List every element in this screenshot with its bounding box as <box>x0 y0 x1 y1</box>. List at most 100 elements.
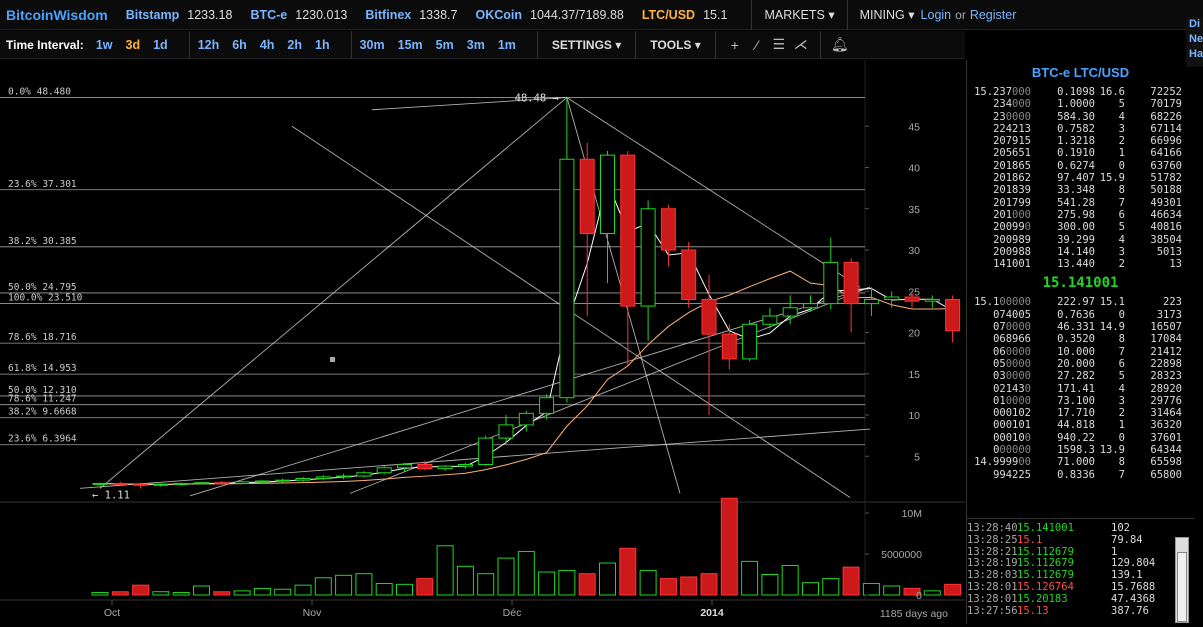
bid-sum: 6 <box>1118 357 1125 370</box>
y-tick-label: 5 <box>914 451 920 463</box>
bell-icon[interactable]: 🔔︎ <box>830 36 849 52</box>
ask-row: 201000 275.98 6 46634 <box>967 209 1194 221</box>
interval-12h[interactable]: 12h <box>197 37 220 52</box>
top-bar: BitcoinWisdom Bitstamp 1233.18 BTC-e 123… <box>0 0 1203 30</box>
interval-5m[interactable]: 5m <box>435 37 454 52</box>
interval-1w[interactable]: 1w <box>95 37 113 52</box>
interval-3m[interactable]: 3m <box>466 37 485 52</box>
days-ago-label: 1185 days ago <box>880 608 948 620</box>
volume-bar <box>314 577 332 596</box>
fib-label: 23.6% 37.301 <box>8 179 77 190</box>
trade-row: 13:28:01 15.20183 47.4368 <box>967 593 1195 606</box>
bid-sum: 8 <box>1118 456 1125 469</box>
ask-price: 201000 <box>993 208 1031 221</box>
candle-body <box>295 478 311 481</box>
trade-row: 13:27:56 15.13 387.76 <box>967 605 1195 618</box>
trade-amount: 139.1 <box>1111 569 1143 582</box>
trade-time: 13:28:19 <box>967 557 1018 570</box>
ask-sum: 5 <box>1118 98 1125 111</box>
candle-body <box>803 303 818 309</box>
interval-1h[interactable]: 1h <box>315 37 330 52</box>
trade-price: 15.112679 <box>1017 569 1074 582</box>
divider <box>188 30 190 59</box>
scrollbar-thumb[interactable] <box>1177 552 1187 622</box>
ask-row: 200990 300.00 5 40816 <box>967 221 1194 233</box>
ticker-ltcusd-name[interactable]: LTC/USD <box>641 7 696 22</box>
interval-1d[interactable]: 1d <box>153 37 168 52</box>
ask-amount: 541.28 <box>1057 196 1095 209</box>
divider <box>751 0 753 30</box>
candle-body <box>681 249 697 300</box>
bid-row: 000100 940.22 0 37601 <box>967 432 1194 444</box>
y-tick-label: 25 <box>908 286 920 298</box>
ask-row: 207915 1.3218 2 66996 <box>967 135 1194 147</box>
hlines-tool-icon[interactable]: ☰ <box>772 36 786 52</box>
interval-1m[interactable]: 1m <box>497 37 516 52</box>
fib-label: 78.6% 11.247 <box>8 394 77 405</box>
fan-tool-icon[interactable]: ⋌ <box>793 36 808 52</box>
ask-sum: 8 <box>1118 184 1125 197</box>
register-link[interactable]: Register <box>969 7 1017 22</box>
ask-total: 70179 <box>1150 98 1182 111</box>
bid-sum: 15.1 <box>1099 296 1125 309</box>
candle-body <box>336 475 352 478</box>
bid-row: 15.100000 222.97 15.1 223 <box>967 296 1194 308</box>
divider <box>846 0 848 30</box>
interval-30m[interactable]: 30m <box>359 37 385 52</box>
ticker-bitfinex-name[interactable]: Bitfinex <box>365 7 412 22</box>
ticker-bitstamp-name[interactable]: Bitstamp <box>125 7 180 22</box>
ask-amount: 1.0000 <box>1057 98 1095 111</box>
trend-line <box>566 97 861 288</box>
bid-total: 3173 <box>1156 308 1182 321</box>
bid-amount: 71.000 <box>1057 456 1095 469</box>
ask-total: 64166 <box>1150 147 1182 160</box>
mining-menu[interactable]: MINING ▾ <box>854 7 921 22</box>
bid-row: 068966 0.3520 8 17084 <box>967 333 1194 345</box>
moving-average-short <box>99 181 953 486</box>
tools-menu[interactable]: TOOLS ▾ <box>644 38 707 52</box>
ticker-btce-name[interactable]: BTC-e <box>250 7 288 22</box>
bid-price: 030000 <box>993 370 1031 383</box>
bid-row: 000000 1598.3 13.9 64344 <box>967 444 1194 456</box>
ask-price: 205651 <box>993 147 1031 160</box>
fib-label: 61.8% 14.953 <box>8 363 77 374</box>
volume-bar <box>152 591 170 596</box>
ask-total: 5013 <box>1156 245 1182 258</box>
brand-logo[interactable]: BitcoinWisdom <box>6 6 108 23</box>
settings-menu[interactable]: SETTINGS ▾ <box>546 38 627 52</box>
trades-scrollbar[interactable] <box>1175 537 1189 623</box>
interval-15m[interactable]: 15m <box>397 37 423 52</box>
interval-6h[interactable]: 6h <box>232 37 247 52</box>
markets-menu[interactable]: MARKETS ▾ <box>758 7 840 22</box>
interval-2h[interactable]: 2h <box>287 37 303 52</box>
candle-body <box>579 158 595 234</box>
bid-sum: 2 <box>1118 407 1125 420</box>
bid-amount: 10.000 <box>1057 345 1095 358</box>
bid-sum: 1 <box>1118 419 1125 432</box>
trade-row: 13:28:03 15.112679 139.1 <box>967 569 1195 582</box>
candle-body <box>417 464 433 470</box>
edge-link-3[interactable]: Ha <box>1189 48 1203 60</box>
bid-sum: 7 <box>1118 345 1125 358</box>
trade-price: 15.1 <box>1017 533 1043 546</box>
caret-down-icon: ▾ <box>828 8 835 22</box>
candle-body <box>112 482 128 485</box>
line-tool-icon[interactable]: ⁄ <box>755 36 758 53</box>
edge-link-1[interactable]: Di <box>1189 18 1200 30</box>
price-chart[interactable]: 5 10 15 20 25 30 35 40 45 0.0% 48.480 23.6% 37.301… <box>0 60 965 624</box>
candle-body <box>884 296 900 300</box>
candle-body <box>620 154 636 307</box>
edge-link-2[interactable]: Ne <box>1189 33 1203 45</box>
interval-3d[interactable]: 3d <box>125 37 141 52</box>
ask-amount: 584.30 <box>1057 110 1095 123</box>
ticker-okcoin-name[interactable]: OKCoin <box>475 7 522 22</box>
interval-4h[interactable]: 4h <box>259 37 275 52</box>
candle-body <box>478 437 494 466</box>
chart-area[interactable]: 5 10 15 20 25 30 35 40 45 0.0% 48.480 23.6% 37.301… <box>0 60 965 624</box>
ask-amount: 0.1098 <box>1057 86 1095 98</box>
crosshair-tool-icon[interactable]: + <box>730 36 739 53</box>
login-link[interactable]: Login <box>920 7 952 22</box>
trade-history[interactable]: 13:28:40 15.141001 102 13:28:25 15.1 79.84 13:… <box>967 518 1195 624</box>
x-tick-label: Déc <box>503 607 522 619</box>
trend-line <box>99 97 568 489</box>
